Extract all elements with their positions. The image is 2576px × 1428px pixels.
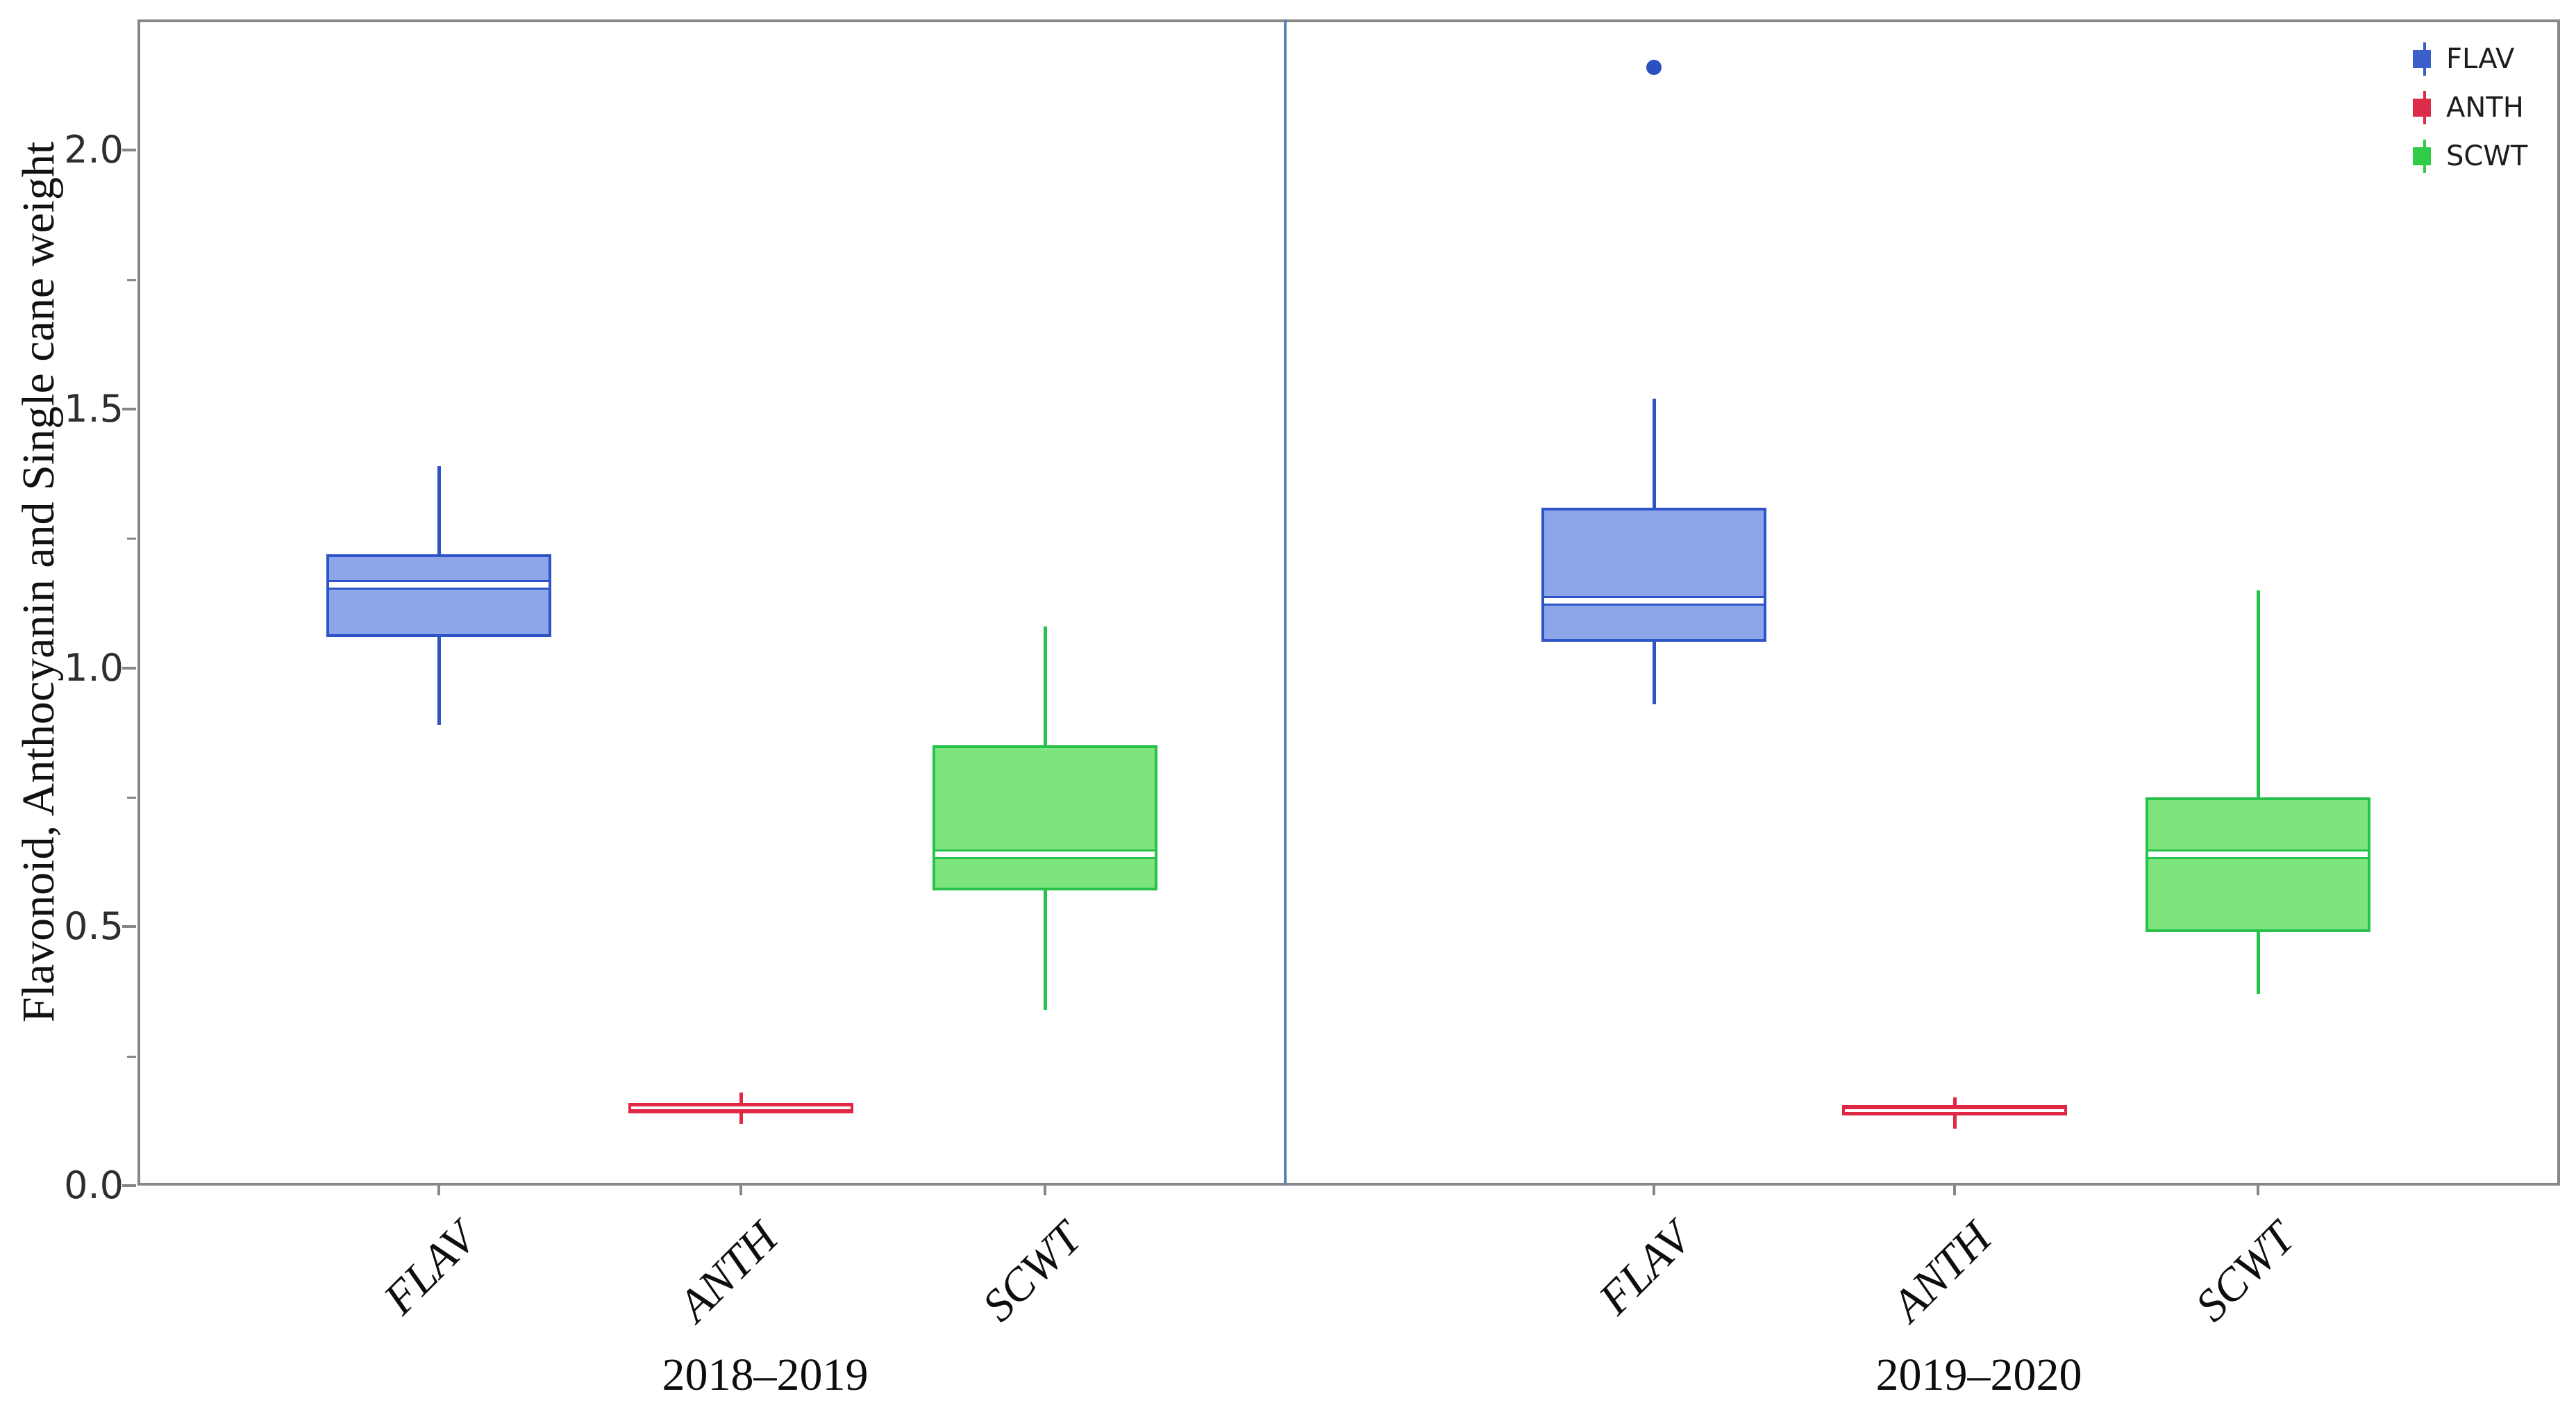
whisker-upper <box>1044 626 1047 745</box>
whisker-lower <box>739 1113 743 1124</box>
y-axis-major-tick <box>122 149 136 151</box>
whisker-upper <box>2257 590 2260 797</box>
y-axis-minor-tick <box>127 797 136 799</box>
y-axis-major-tick <box>122 408 136 410</box>
flav-legend-swatch <box>2413 50 2431 68</box>
y-axis-major-tick <box>122 1184 136 1187</box>
outlier-point <box>1646 60 1662 75</box>
median-line <box>631 1105 851 1111</box>
median-line <box>1845 1108 2064 1113</box>
whisker-lower <box>1653 642 1656 704</box>
y-axis-major-tick <box>122 667 136 670</box>
whisker-upper <box>1953 1097 1957 1105</box>
x-axis-category-label: SCWT <box>2186 1212 2305 1331</box>
box-flav-2018–2019 <box>326 554 551 637</box>
x-axis-category-label: ANTH <box>1882 1212 2002 1331</box>
whisker-lower <box>1953 1115 1957 1129</box>
whisker-upper <box>437 466 441 554</box>
year-divider-line <box>1284 19 1287 1186</box>
legend-label: ANTH <box>2446 92 2524 124</box>
legend-label: SCWT <box>2446 140 2528 172</box>
x-axis-category-label: ANTH <box>669 1212 788 1331</box>
group-label: 2019–2020 <box>1875 1350 2082 1400</box>
whisker-lower <box>437 637 441 725</box>
median-line <box>935 849 1155 859</box>
y-axis-tick-label: 2.0 <box>64 128 124 172</box>
median-line <box>329 580 549 590</box>
whisker-upper <box>1653 399 1656 508</box>
x-axis-category-label: FLAV <box>1589 1212 1701 1325</box>
y-axis-minor-tick <box>127 279 136 281</box>
median-line <box>2148 849 2368 859</box>
whisker-lower <box>1044 890 1047 1010</box>
y-axis-tick-label: 0.0 <box>64 1163 124 1207</box>
median-line <box>1544 596 1764 606</box>
y-axis-tick-label: 1.0 <box>64 646 124 690</box>
x-axis-category-tick <box>2257 1186 2259 1195</box>
anth-legend-swatch <box>2413 99 2431 117</box>
whisker-lower <box>2257 932 2260 994</box>
whisker-upper <box>739 1093 743 1103</box>
y-axis-minor-tick <box>127 538 136 540</box>
y-axis-tick-label: 1.5 <box>64 387 124 431</box>
legend-label: FLAV <box>2446 43 2515 75</box>
x-axis-category-tick <box>1044 1186 1046 1195</box>
group-label: 2018–2019 <box>662 1350 869 1400</box>
y-axis-major-tick <box>122 925 136 928</box>
y-axis-minor-tick <box>127 1056 136 1058</box>
box-scwt-2018–2019 <box>932 745 1157 890</box>
scwt-legend-swatch <box>2413 147 2431 165</box>
box-scwt-2019–2020 <box>2146 797 2370 932</box>
box-flav-2019–2020 <box>1541 508 1766 642</box>
x-axis-category-tick <box>437 1186 440 1195</box>
x-axis-category-label: FLAV <box>374 1212 486 1325</box>
y-axis-tick-label: 0.5 <box>64 904 124 948</box>
x-axis-category-tick <box>1953 1186 1956 1195</box>
x-axis-category-label: SCWT <box>973 1212 1092 1331</box>
x-axis-category-tick <box>739 1186 742 1195</box>
x-axis-category-tick <box>1653 1186 1655 1195</box>
